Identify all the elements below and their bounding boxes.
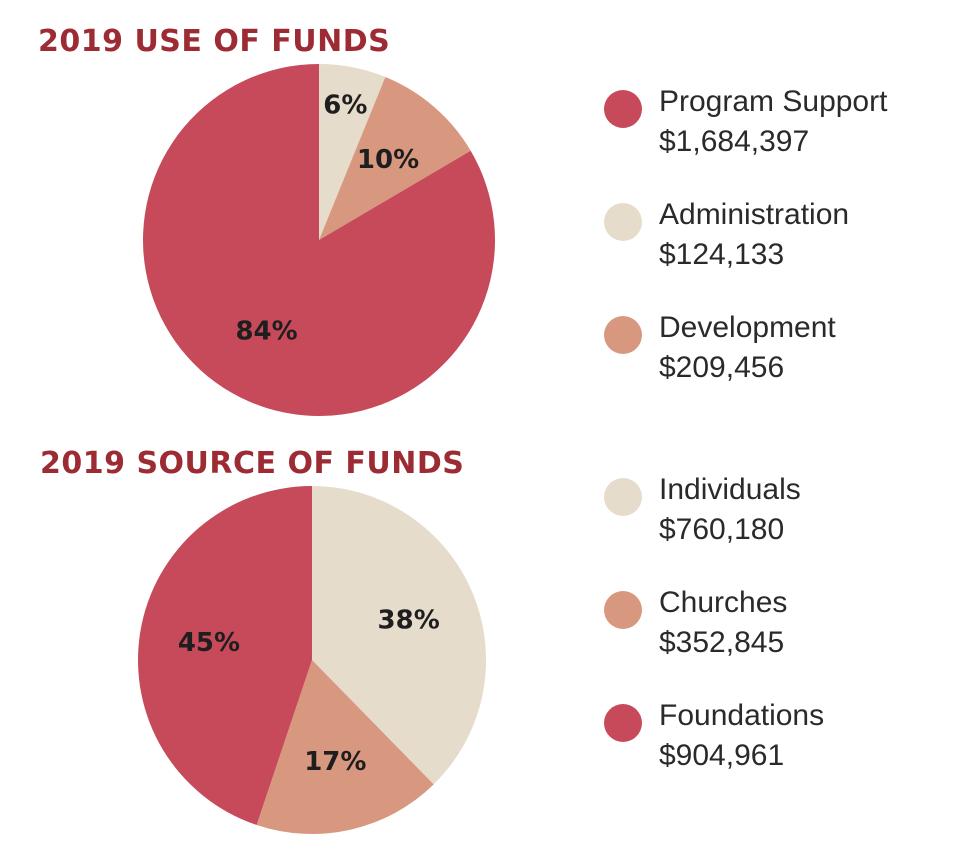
legend-amount: $124,133: [659, 238, 785, 271]
foundations-swatch: [604, 704, 642, 742]
development-swatch: [604, 316, 642, 354]
program-support-swatch: [604, 90, 642, 128]
source-of-funds-title: 2019 SOURCE OF FUNDS: [40, 446, 465, 481]
legend-label: Development: [659, 311, 836, 344]
pie-slice-foundations: [137, 486, 312, 825]
pie-slice-administration: [319, 64, 386, 240]
slice-percent-label-foundations: 45%: [178, 628, 240, 658]
slice-percent-label-administration: 6%: [323, 90, 367, 120]
pie-slice-churches: [256, 660, 434, 834]
legend-amount: $904,961: [659, 739, 785, 772]
slice-percent-label-development: 10%: [357, 145, 419, 175]
legend-amount: $209,456: [659, 351, 785, 384]
legend-label: Churches: [659, 586, 788, 619]
pie-slice-individuals: [312, 486, 486, 785]
churches-swatch: [604, 591, 642, 629]
use-of-funds-pie-chart: 6% 10% 84%: [143, 64, 495, 416]
legend-label: Individuals: [659, 473, 801, 506]
source-of-funds-pie-chart: 38% 17% 45%: [137, 486, 486, 834]
slice-percent-label-program-support: 84%: [235, 317, 297, 347]
legend-amount: $1,684,397: [659, 125, 810, 158]
legend-label: Administration: [659, 198, 850, 231]
slice-percent-label-individuals: 38%: [378, 606, 440, 636]
pie-slice-program-support: [143, 64, 495, 416]
individuals-swatch: [604, 478, 642, 516]
legend-label: Program Support: [659, 85, 888, 118]
pie-slice-development: [319, 76, 471, 240]
legend-amount: $352,845: [659, 626, 785, 659]
administration-swatch: [604, 203, 642, 241]
legend-label: Foundations: [659, 699, 825, 732]
legend-amount: $760,180: [659, 513, 785, 546]
use-of-funds-title: 2019 USE OF FUNDS: [38, 24, 391, 59]
slice-percent-label-churches: 17%: [304, 747, 366, 777]
